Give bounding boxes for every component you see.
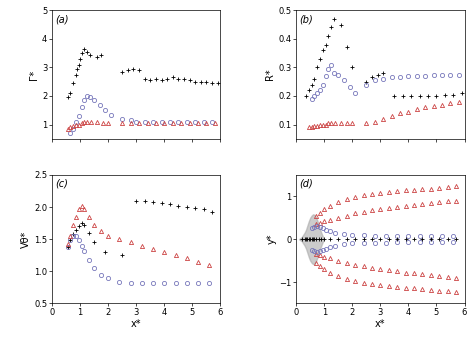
Text: (a): (a) <box>55 14 69 24</box>
Text: (b): (b) <box>300 14 313 24</box>
X-axis label: x*: x* <box>131 319 142 329</box>
Y-axis label: Γ*: Γ* <box>29 70 39 80</box>
Y-axis label: y*: y* <box>266 234 276 244</box>
Y-axis label: R*: R* <box>265 69 275 80</box>
X-axis label: x*: x* <box>375 319 386 329</box>
Text: (d): (d) <box>300 179 313 189</box>
Y-axis label: Vθ*: Vθ* <box>21 231 31 248</box>
Text: (c): (c) <box>55 179 68 189</box>
